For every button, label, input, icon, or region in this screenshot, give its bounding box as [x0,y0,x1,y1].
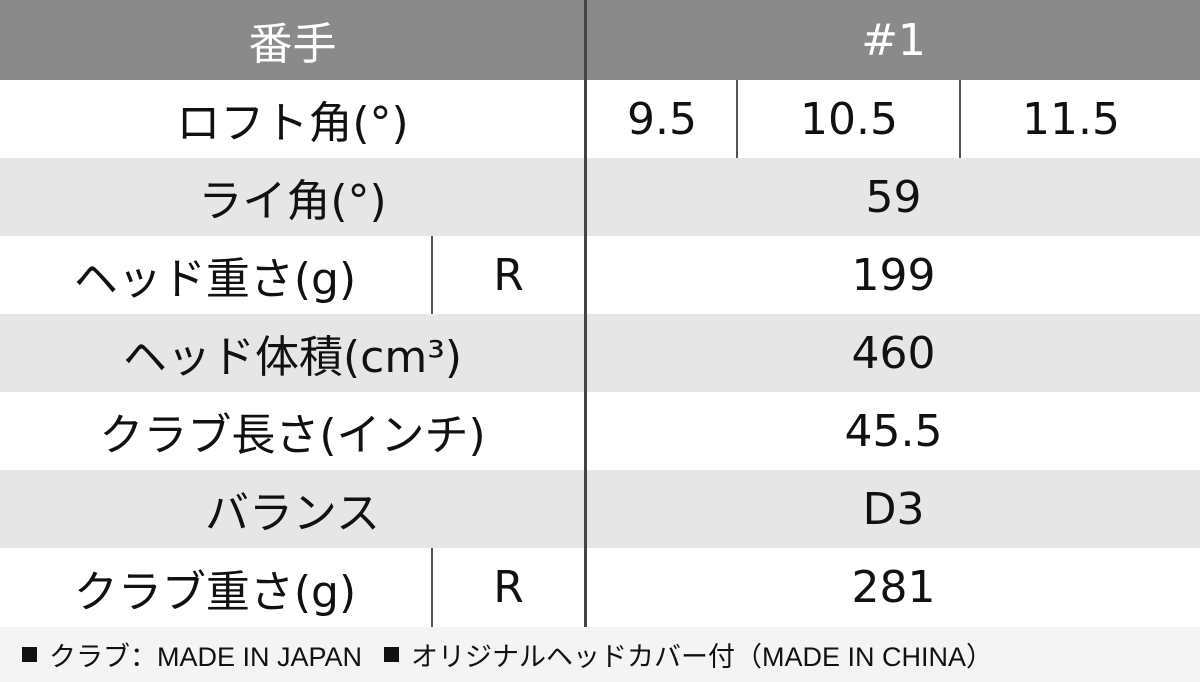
row-value: D3 [862,483,925,535]
column-divider [584,236,587,314]
cell-divider [431,548,433,627]
header-label: 番手 [248,19,337,70]
table-row-loft: ロフト角(°) 9.5 10.5 11.5 [0,80,1200,158]
row-label: ヘッド体積(cm³) [122,332,463,383]
table-row-head-volume: ヘッド体積(cm³) 460 [0,314,1200,392]
row-value: 45.5 [844,405,943,457]
column-divider [584,392,587,470]
column-divider [584,80,587,158]
footer-notes: クラブ：MADE IN JAPAN オリジナルヘッドカバー付（MADE IN C… [0,627,1200,682]
table-row-head-weight: ヘッド重さ(g) R 199 [0,236,1200,314]
column-divider [584,0,587,80]
row-value: 59 [865,171,922,223]
table-row-club-weight: クラブ重さ(g) R 281 [0,548,1200,627]
flex-label: R [493,249,524,301]
bullet-square-icon [384,647,400,662]
column-divider [584,158,587,236]
cell-divider [736,80,738,158]
table-row-balance: バランス D3 [0,470,1200,548]
column-divider [584,470,587,548]
footer-note: クラブ：MADE IN JAPAN [49,642,363,672]
row-label: クラブ重さ(g) [73,566,357,618]
bullet-square-icon [22,647,37,662]
cell-divider [431,236,433,314]
row-value: 460 [851,327,936,379]
flex-label: R [493,562,524,613]
footer-note: オリジナルヘッドカバー付（MADE IN CHINA） [411,642,994,672]
row-value: 199 [851,249,936,301]
column-divider [584,314,587,392]
table-row-club-length: クラブ長さ(インチ) 45.5 [0,392,1200,470]
row-value: 281 [851,562,936,613]
row-label: クラブ長さ(インチ) [99,410,486,461]
header-row: 番手 #1 [0,0,1200,80]
header-value: #1 [861,14,926,66]
loft-value: 10.5 [800,93,898,145]
row-label: ライ角(°) [198,176,387,227]
row-label: ロフト角(°) [176,98,409,149]
loft-value: 9.5 [627,93,697,145]
column-divider [584,548,587,627]
loft-value: 11.5 [1022,93,1120,145]
row-label: ヘッド重さ(g) [73,254,357,305]
row-label: バランス [204,488,381,539]
cell-divider [959,80,961,158]
table-row-lie: ライ角(°) 59 [0,158,1200,236]
